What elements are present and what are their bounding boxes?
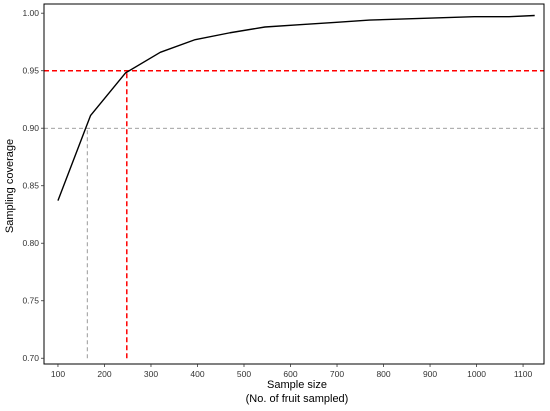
y-tick-label: 0.95: [22, 66, 39, 76]
y-axis-title: Sampling coverage: [4, 139, 16, 233]
y-tick-label: 0.80: [22, 238, 39, 248]
series-line-0: [57, 14, 535, 201]
x-axis-title: Sample size: [267, 379, 327, 391]
data-series: [57, 14, 535, 201]
reference-lines: [44, 69, 544, 359]
y-axis-ticks: 0.70 0.75 0.80 0.85 0.90 0.95 1.00: [22, 8, 44, 363]
x-tick-label: 300: [144, 369, 158, 379]
x-tick-label: 500: [237, 369, 251, 379]
x-tick-label: 400: [190, 369, 204, 379]
y-tick-label: 0.70: [22, 353, 39, 363]
y-tick-label: 0.75: [22, 296, 39, 306]
y-tick-label: 0.90: [22, 123, 39, 133]
x-tick-label: 600: [283, 369, 297, 379]
x-tick-label: 900: [423, 369, 437, 379]
plot-panel-border: [43, 3, 545, 365]
x-tick-label: 800: [376, 369, 390, 379]
x-tick-label: 700: [330, 369, 344, 379]
x-tick-label: 200: [97, 369, 111, 379]
y-tick-label: 1.00: [22, 8, 39, 18]
x-tick-label: 1100: [514, 369, 533, 379]
x-axis-title-line2: (No. of fruit sampled): [246, 393, 349, 405]
x-axis-ticks: 100 200 300 400 500 600 700 800 900 1000 1100: [51, 364, 533, 379]
x-tick-label: 100: [51, 369, 65, 379]
y-tick-label: 0.85: [22, 181, 39, 191]
x-tick-label: 1000: [467, 369, 486, 379]
